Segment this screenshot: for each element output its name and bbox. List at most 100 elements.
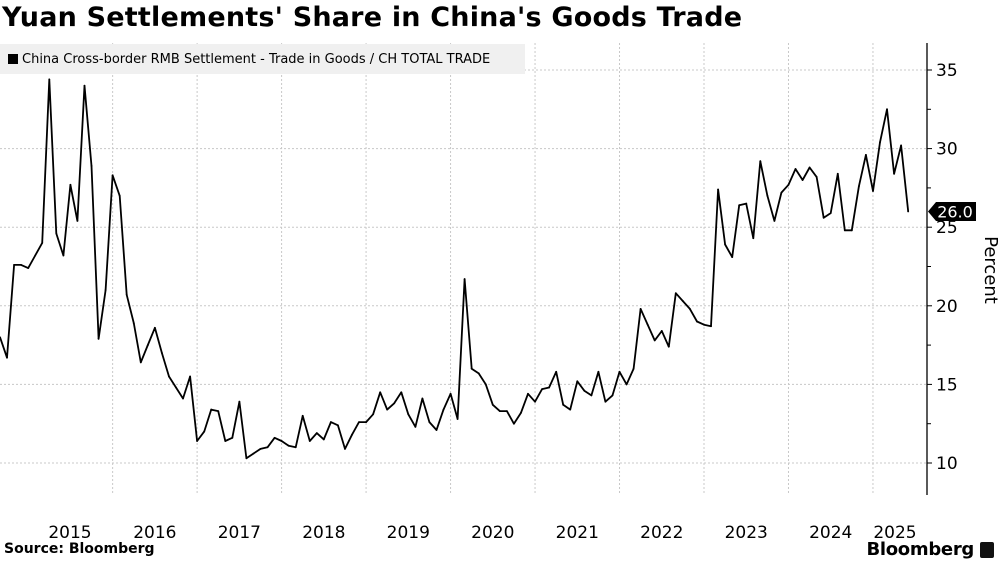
data-point (6, 356, 8, 359)
data-point (13, 264, 15, 266)
data-point (632, 367, 635, 370)
data-point (224, 440, 227, 442)
x-tick-label: 2023 (725, 523, 768, 543)
data-point (0, 336, 1, 339)
last-value-tag: 26.0 (928, 201, 976, 221)
data-point (48, 78, 51, 81)
data-point (618, 370, 621, 373)
data-point (843, 229, 846, 232)
y-tick-label: 35 (936, 61, 958, 81)
data-point (337, 424, 339, 427)
data-point (696, 320, 698, 323)
data-point (555, 370, 558, 373)
data-point (393, 402, 396, 405)
data-point (90, 164, 93, 167)
data-point (513, 422, 515, 425)
data-point (710, 325, 712, 328)
gridlines (0, 43, 927, 495)
data-point (808, 166, 811, 169)
data-point (463, 278, 466, 280)
data-point (660, 330, 663, 332)
data-points (0, 78, 910, 460)
data-point (548, 386, 551, 389)
data-point (365, 421, 367, 424)
data-point (301, 414, 304, 417)
data-point (358, 421, 360, 424)
data-point (153, 326, 156, 329)
data-point (238, 400, 241, 403)
data-point (322, 438, 325, 441)
data-point (379, 391, 382, 394)
bloomberg-logo: Bloomberg (866, 539, 994, 560)
data-point (590, 394, 593, 397)
data-point (773, 220, 776, 222)
data-point (161, 352, 163, 354)
chart-title: Yuan Settlements' Share in China's Goods… (2, 2, 743, 33)
data-point (189, 375, 191, 378)
last-value-tag-shape (928, 201, 976, 221)
data-point (879, 141, 881, 144)
data-point (646, 323, 649, 326)
data-point (428, 421, 431, 424)
data-point (329, 421, 332, 424)
bloomberg-chart-icon (980, 541, 994, 558)
data-point (724, 243, 727, 246)
x-tick-label: 2024 (809, 523, 852, 543)
data-point (386, 408, 389, 411)
data-point (97, 337, 100, 340)
legend-label: China Cross-border RMB Settlement - Trad… (22, 51, 491, 67)
x-tick-label: 2020 (471, 523, 514, 543)
x-tick-label: 2016 (133, 523, 176, 543)
data-point (76, 220, 79, 222)
data-point (287, 444, 290, 447)
data-point (83, 84, 86, 87)
legend: China Cross-border RMB Settlement - Trad… (0, 44, 525, 74)
data-point (611, 394, 614, 397)
data-point (886, 108, 888, 111)
data-point (738, 204, 741, 207)
data-point (41, 242, 44, 244)
data-point (252, 452, 255, 455)
data-point (752, 237, 755, 240)
data-point (139, 361, 142, 364)
data-point (132, 322, 135, 324)
x-tick-label: 2019 (387, 523, 430, 543)
data-point (597, 370, 600, 373)
data-point (34, 254, 37, 257)
data-point (900, 144, 903, 147)
data-point (815, 175, 818, 178)
data-point (794, 168, 797, 170)
x-tick-label: 2015 (48, 523, 91, 543)
data-point (534, 400, 536, 403)
data-point (421, 397, 424, 400)
x-tick-label: 2025 (873, 523, 916, 543)
data-point (435, 429, 438, 431)
data-point (280, 440, 283, 442)
data-point (766, 194, 769, 197)
data-point (907, 210, 910, 213)
data-point (583, 389, 586, 392)
data-point (745, 202, 748, 205)
data-point (703, 323, 705, 326)
data-point (407, 413, 410, 416)
data-point (505, 410, 508, 413)
data-point (168, 375, 170, 378)
data-point (576, 380, 579, 383)
data-point (484, 383, 487, 386)
data-point (294, 446, 297, 449)
data-point (372, 413, 375, 416)
data-point (315, 432, 318, 435)
data-point (231, 436, 234, 439)
data-point (780, 191, 783, 194)
y-tick-label: 10 (936, 454, 958, 474)
data-point (491, 403, 494, 406)
x-tick-label: 2021 (556, 523, 599, 543)
x-tick-label: 2018 (302, 523, 345, 543)
data-point (69, 183, 72, 186)
data-point (569, 408, 572, 411)
data-point (717, 188, 719, 191)
data-point (456, 418, 459, 420)
data-point (104, 289, 107, 291)
legend-swatch-icon (8, 54, 18, 64)
data-point (829, 212, 832, 214)
